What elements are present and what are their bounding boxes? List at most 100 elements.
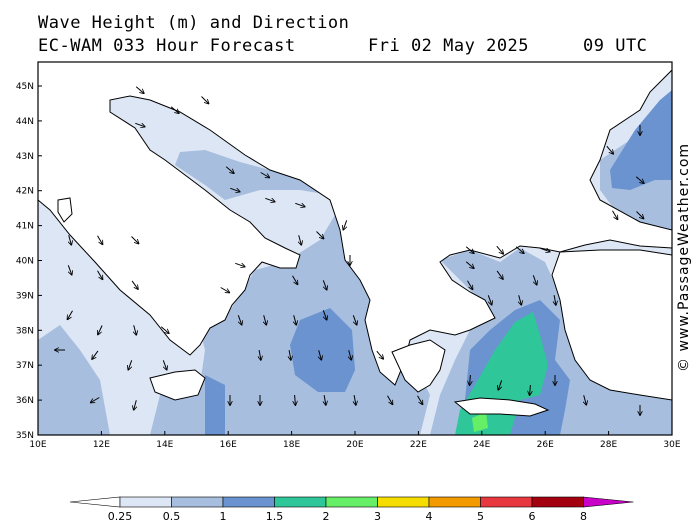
wave-direction-arrow bbox=[496, 245, 503, 254]
lon-label-14E: 14E bbox=[156, 440, 173, 450]
longitude-labels: 10E 12E 14E 16E 18E 20E 22E 24E 26E 28E 30E bbox=[29, 431, 681, 450]
wave-direction-arrow bbox=[128, 360, 133, 369]
wave-direction-arrow bbox=[584, 395, 587, 405]
wave-direction-arrow bbox=[260, 172, 270, 178]
legend-label-1: 1 bbox=[220, 510, 227, 523]
wave-direction-arrow bbox=[170, 106, 179, 113]
wave-direction-arrow bbox=[134, 325, 137, 335]
wave-direction-arrow bbox=[259, 350, 261, 360]
wave-direction-arrow bbox=[470, 374, 471, 385]
wave-direction-arrow bbox=[131, 280, 138, 289]
wave-direction-arrow bbox=[295, 394, 296, 405]
wave-direction-arrow bbox=[91, 397, 100, 403]
lat-label-39N: 39N bbox=[16, 291, 34, 301]
copyright-credit: © www.PassageWeather.com bbox=[676, 142, 692, 372]
land-italy-balkans bbox=[38, 62, 672, 386]
wave-band-1-15-levant bbox=[205, 375, 225, 435]
legend-swatch bbox=[531, 496, 584, 508]
lon-label-30E: 30E bbox=[663, 440, 680, 450]
lat-label-42N: 42N bbox=[16, 187, 34, 197]
legend-swatch bbox=[428, 496, 481, 508]
legend-label-3: 3 bbox=[374, 510, 381, 523]
wave-direction-arrow bbox=[319, 350, 322, 360]
wave-direction-arrow bbox=[636, 211, 644, 219]
legend-label-1.5: 1.5 bbox=[266, 510, 284, 523]
legend-label-0.5: 0.5 bbox=[163, 510, 181, 523]
wave-direction-arrow bbox=[606, 145, 613, 154]
wave-direction-arrow bbox=[67, 265, 71, 274]
legend-swatch bbox=[377, 496, 430, 508]
legend-label-6: 6 bbox=[529, 510, 536, 523]
wave-direction-arrow bbox=[68, 310, 73, 320]
lat-label-45N: 45N bbox=[16, 82, 34, 92]
lon-label-16E: 16E bbox=[220, 440, 237, 450]
chart-title: Wave Height (m) and Direction bbox=[38, 13, 350, 33]
wave-direction-arrow bbox=[92, 350, 99, 359]
wave-band-1-15-blacksea bbox=[610, 90, 672, 190]
land-turkey bbox=[551, 249, 672, 401]
legend-label-4: 4 bbox=[426, 510, 433, 523]
wave-direction-arrow bbox=[376, 350, 383, 359]
wave-direction-arrow bbox=[352, 315, 356, 324]
wave-direction-arrow bbox=[289, 350, 291, 360]
wave-direction-arrow bbox=[515, 246, 524, 253]
wave-direction-arrow bbox=[134, 400, 137, 410]
wave-direction-arrow bbox=[417, 395, 423, 405]
wave-band-1-15-ionian bbox=[290, 308, 355, 392]
wave-direction-arrow bbox=[135, 86, 144, 93]
wave-direction-arrow bbox=[519, 295, 522, 305]
wave-direction-arrow bbox=[387, 395, 393, 405]
wave-direction-arrow bbox=[349, 350, 352, 360]
wave-direction-arrow bbox=[540, 247, 549, 251]
wave-direction-arrow bbox=[98, 325, 103, 335]
lon-label-28E: 28E bbox=[600, 440, 617, 450]
land-crete bbox=[453, 397, 550, 417]
wave-direction-arrow bbox=[530, 384, 531, 395]
wave-direction-arrow bbox=[322, 280, 326, 289]
wave-direction-arrow bbox=[264, 315, 267, 325]
lon-label-22E: 22E bbox=[410, 440, 427, 450]
wave-direction-arrow bbox=[465, 246, 474, 253]
wave-direction-arrow bbox=[324, 395, 326, 405]
legend-swatch bbox=[480, 496, 533, 508]
wave-direction-arrow bbox=[235, 262, 244, 266]
wave-direction-arrow bbox=[220, 287, 230, 293]
lat-label-41N: 41N bbox=[16, 222, 34, 232]
legend-label-0.25: 0.25 bbox=[108, 510, 133, 523]
wave-direction-arrow bbox=[131, 236, 139, 244]
lat-label-38N: 38N bbox=[16, 326, 34, 336]
wave-direction-arrow bbox=[354, 395, 356, 405]
legend-swatch bbox=[274, 496, 327, 508]
wave-direction-arrow bbox=[162, 360, 166, 369]
lat-label-40N: 40N bbox=[16, 257, 34, 267]
wave-direction-arrow bbox=[237, 315, 241, 324]
wave-direction-arrow bbox=[225, 166, 234, 173]
wave-direction-arrow bbox=[612, 210, 618, 220]
wave-direction-arrow bbox=[295, 202, 304, 206]
lon-label-24E: 24E bbox=[473, 440, 490, 450]
wave-direction-arrows bbox=[55, 86, 644, 415]
lat-label-36N: 36N bbox=[16, 396, 34, 406]
wave-direction-arrow bbox=[343, 220, 348, 229]
wave-direction-arrow bbox=[498, 380, 503, 389]
wave-direction-arrow bbox=[265, 197, 274, 201]
wave-band-05-1 bbox=[150, 150, 430, 435]
lon-label-18E: 18E bbox=[283, 440, 300, 450]
forecast-time: 09 UTC bbox=[583, 36, 648, 56]
wave-direction-arrow bbox=[467, 280, 473, 290]
legend-swatch bbox=[325, 496, 378, 508]
wave-direction-arrow bbox=[69, 235, 72, 245]
lon-label-12E: 12E bbox=[93, 440, 110, 450]
land-corsica-sardinia bbox=[57, 197, 73, 223]
wave-direction-arrow bbox=[496, 270, 503, 279]
forecast-date: Fri 02 May 2025 bbox=[368, 36, 530, 56]
wave-direction-arrow bbox=[294, 315, 297, 325]
wave-direction-arrow bbox=[316, 231, 324, 239]
wave-direction-arrow bbox=[554, 295, 556, 305]
wave-direction-arrow bbox=[230, 187, 239, 191]
lat-label-44N: 44N bbox=[16, 117, 34, 127]
latitude-labels: 45N 44N 43N 42N 41N 40N 39N 38N 37N 36N 35N bbox=[16, 82, 42, 441]
wave-direction-arrow bbox=[465, 261, 474, 268]
lon-label-20E: 20E bbox=[346, 440, 363, 450]
legend-swatch bbox=[119, 496, 172, 508]
